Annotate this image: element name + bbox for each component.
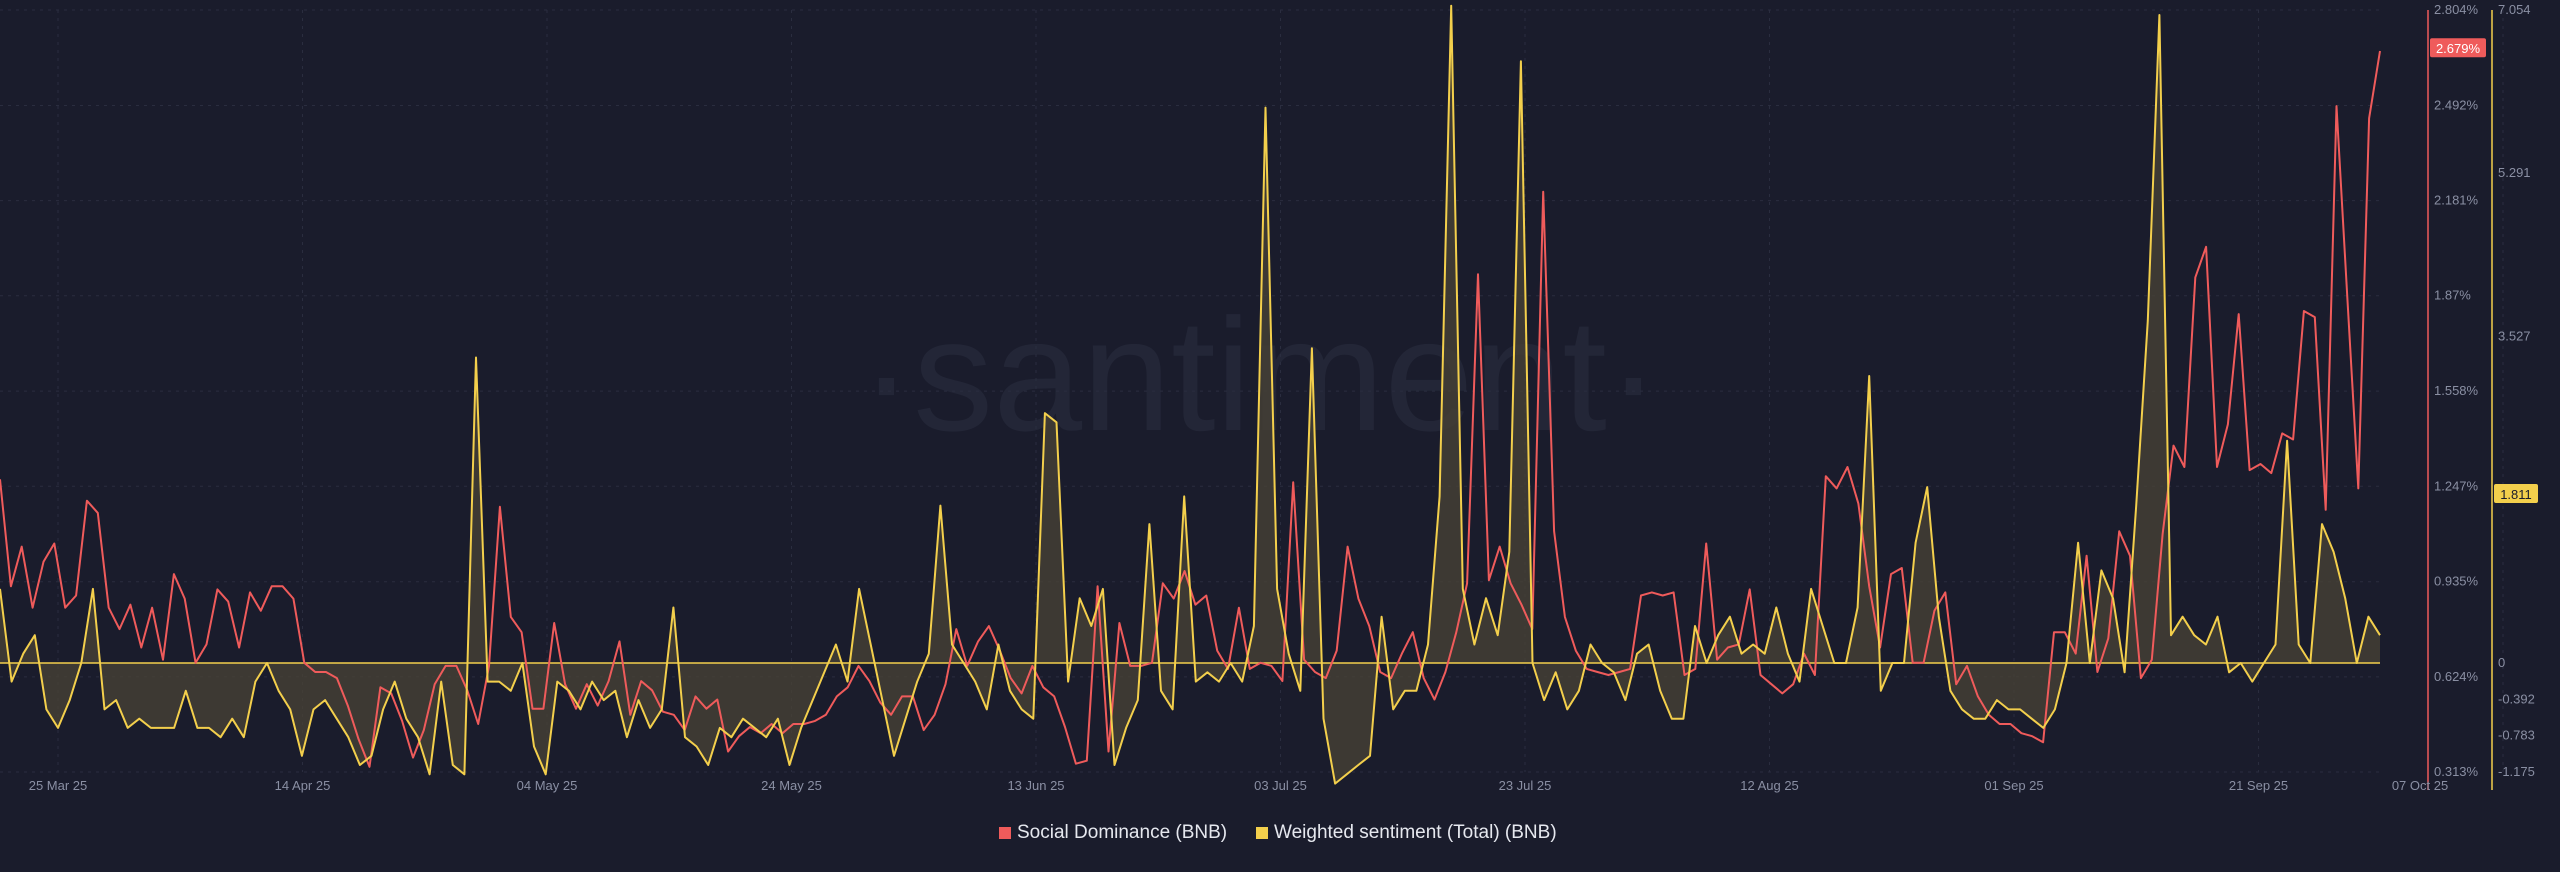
social-dominance-tick-label: 2.181% xyxy=(2434,193,2479,208)
social-dominance-tick-label: 1.247% xyxy=(2434,478,2479,493)
legend: Social Dominance (BNB) Weighted sentiment… xyxy=(999,822,1557,843)
legend-label-weighted-sentiment: Weighted sentiment (Total) (BNB) xyxy=(1274,822,1557,843)
legend-label-social-dominance: Social Dominance (BNB) xyxy=(1017,822,1227,843)
social-dominance-tick-label: 0.624% xyxy=(2434,669,2479,684)
social-dominance-current-value: 2.679% xyxy=(2436,41,2481,56)
sentiment-current-badge xyxy=(2494,484,2538,503)
sentiment-area xyxy=(0,5,2380,784)
x-tick-label: 03 Jul 25 xyxy=(1254,778,1307,793)
x-tick-label: 25 Mar 25 xyxy=(29,778,88,793)
x-tick-label: 04 May 25 xyxy=(517,778,578,793)
social-dominance-tick-label: 1.87% xyxy=(2434,288,2471,303)
series-lines xyxy=(0,4,2381,785)
sentiment-tick-label: -0.783 xyxy=(2498,728,2535,743)
sentiment-current-value: 1.811 xyxy=(2500,487,2532,502)
x-tick-label: 01 Sep 25 xyxy=(1984,778,2043,793)
social-dominance-tick-label: 0.313% xyxy=(2434,764,2479,779)
social-dominance-current-badge xyxy=(2430,38,2486,58)
x-tick-label: 12 Aug 25 xyxy=(1740,778,1799,793)
legend-swatch-social-dominance xyxy=(999,827,1011,839)
sentiment-tick-label: 5.291 xyxy=(2498,165,2531,180)
social-dominance-tick-label: 2.492% xyxy=(2434,97,2479,112)
axes: 2.804% 2.492% 2.181% 1.87% 1.558% 1.247% 0.935… xyxy=(29,2,2538,793)
weighted-sentiment-line xyxy=(0,4,2381,785)
social-dominance-tick-label: 2.804% xyxy=(2434,2,2479,17)
sentiment-tick-label: 0 xyxy=(2498,655,2505,670)
x-tick-label: 14 Apr 25 xyxy=(275,778,331,793)
sentiment-area-fill xyxy=(0,5,2380,784)
sentiment-tick-label: -0.392 xyxy=(2498,691,2535,706)
sentiment-tick-label: -1.175 xyxy=(2498,764,2535,779)
sentiment-tick-label: 3.527 xyxy=(2498,329,2531,344)
legend-swatch-weighted-sentiment xyxy=(1256,827,1268,839)
x-tick-label: 13 Jun 25 xyxy=(1007,778,1064,793)
x-tick-label: 21 Sep 25 xyxy=(2229,778,2288,793)
x-tick-label: 24 May 25 xyxy=(761,778,822,793)
sentiment-tick-label: 7.054 xyxy=(2498,2,2531,17)
x-tick-label: 07 Oct 25 xyxy=(2392,778,2448,793)
x-tick-label: 23 Jul 25 xyxy=(1499,778,1552,793)
social-dominance-tick-label: 1.558% xyxy=(2434,383,2479,398)
social-dominance-tick-label: 0.935% xyxy=(2434,574,2479,589)
